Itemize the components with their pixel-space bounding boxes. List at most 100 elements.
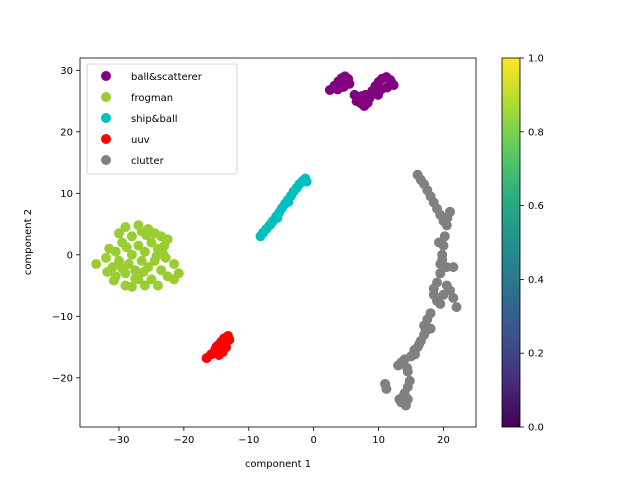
- scatter-point: [146, 237, 157, 248]
- scatter-point: [394, 394, 405, 405]
- legend-entry: ball&scatterer: [101, 71, 203, 83]
- x-tick-label: −30: [108, 435, 129, 446]
- scatter-point: [211, 342, 222, 353]
- scatter-point: [158, 248, 169, 259]
- scatter-point: [130, 265, 141, 276]
- y-tick-label: 0: [67, 250, 73, 261]
- scatter-point: [130, 273, 141, 284]
- scatter-point: [220, 338, 231, 349]
- y-tick-label: −10: [52, 312, 73, 323]
- scatter-point: [441, 220, 452, 231]
- colorbar-tick-label: 1.0: [528, 54, 544, 65]
- x-axis-ticks: −30 −20 −10 0 10 20: [108, 427, 450, 446]
- scatter-point: [413, 339, 424, 350]
- scatter-point: [435, 299, 446, 309]
- scatter-point: [91, 259, 102, 269]
- scatter-point: [138, 267, 149, 277]
- scatter-point: [102, 267, 113, 277]
- colorbar: 0.0 0.2 0.4 0.6 0.8 1.0: [501, 54, 544, 434]
- series-4: [380, 169, 462, 411]
- colorbar-tick-label: 0.6: [528, 201, 544, 212]
- colorbar-gradient: [501, 57, 521, 428]
- legend-entries: ball&scatterer frogman ship&ball uuv clutter: [101, 71, 203, 167]
- scatter-point: [169, 259, 180, 269]
- colorbar-tick-label: 0.8: [528, 127, 544, 138]
- scatter-point: [434, 237, 444, 248]
- scatter-point: [420, 326, 431, 337]
- scatter-point: [265, 219, 276, 229]
- series-1: [91, 220, 184, 292]
- scatter-point: [393, 360, 404, 371]
- scatter-point: [448, 262, 459, 273]
- scatter-point: [410, 349, 420, 360]
- scatter-point: [451, 302, 462, 313]
- scatter-point: [437, 254, 448, 265]
- scatter-point: [283, 196, 294, 207]
- y-axis-label: component 2: [23, 209, 34, 275]
- legend-label: frogman: [131, 93, 173, 104]
- x-tick-label: −20: [173, 435, 194, 446]
- scatter-point: [272, 212, 283, 223]
- scatter-point: [133, 240, 144, 251]
- scatter-point: [173, 268, 184, 279]
- legend-entry: uuv: [101, 134, 150, 146]
- y-tick-label: 20: [60, 127, 73, 138]
- scatter-point: [139, 246, 150, 257]
- legend-entry: ship&ball: [101, 113, 178, 125]
- scatter-point: [146, 274, 157, 285]
- scatter-point: [442, 212, 453, 223]
- legend-label: uuv: [131, 135, 150, 146]
- scatter-point: [341, 77, 352, 87]
- legend: ball&scatterer frogman ship&ball uuv clutter: [86, 63, 238, 175]
- legend-marker: [101, 113, 111, 123]
- legend-marker: [101, 71, 111, 81]
- scatter-point: [301, 176, 312, 187]
- data-points: [91, 71, 462, 411]
- x-tick-label: −10: [238, 435, 259, 446]
- scatter-point: [139, 280, 150, 291]
- colorbar-tick-label: 0.0: [528, 423, 544, 434]
- legend-entry: frogman: [101, 92, 173, 104]
- scatter-point: [381, 383, 392, 394]
- y-tick-label: 10: [60, 189, 73, 200]
- legend-label: ship&ball: [131, 114, 178, 125]
- colorbar-tick-label: 0.4: [528, 275, 544, 286]
- legend-marker: [101, 134, 111, 144]
- scatter-point: [126, 231, 137, 242]
- scatter-point: [386, 77, 397, 88]
- legend-frame: [86, 63, 238, 175]
- scatter-point: [114, 228, 124, 239]
- colorbar-ticks: 0.0 0.2 0.4 0.6 0.8 1.0: [520, 54, 544, 434]
- scatter-point: [351, 96, 362, 107]
- legend-marker: [101, 92, 111, 102]
- scatter-point: [448, 292, 459, 303]
- scatter-point: [117, 263, 128, 274]
- scatter-point: [126, 249, 137, 260]
- legend-entry: clutter: [101, 155, 165, 167]
- y-tick-label: 30: [60, 66, 73, 77]
- legend-label: ball&scatterer: [131, 72, 203, 83]
- scatter-point: [152, 280, 163, 291]
- colorbar-tick-label: 0.2: [528, 349, 544, 360]
- scatter-plot: −30 −20 −10 0 10 20 −20 −10 0 10 20 30 component 1…: [23, 57, 477, 470]
- x-tick-label: 10: [372, 435, 385, 446]
- legend-label: clutter: [131, 156, 165, 167]
- plot-frame: [79, 57, 477, 428]
- scatter-point: [101, 252, 111, 263]
- scatter-point: [120, 280, 131, 291]
- scatter-point: [141, 230, 152, 241]
- x-tick-label: 20: [437, 435, 450, 446]
- x-axis-label: component 1: [245, 459, 311, 470]
- scatter-point: [332, 84, 343, 95]
- scatter-point: [400, 400, 411, 411]
- scatter-point: [402, 363, 413, 373]
- series-0: [324, 71, 399, 111]
- series-3: [201, 331, 235, 364]
- scatter-point: [110, 246, 121, 257]
- x-tick-label: 0: [311, 435, 317, 446]
- scatter-point: [108, 275, 119, 286]
- legend-marker: [101, 155, 111, 165]
- scatter-point: [136, 255, 147, 266]
- scatter-point: [435, 268, 446, 279]
